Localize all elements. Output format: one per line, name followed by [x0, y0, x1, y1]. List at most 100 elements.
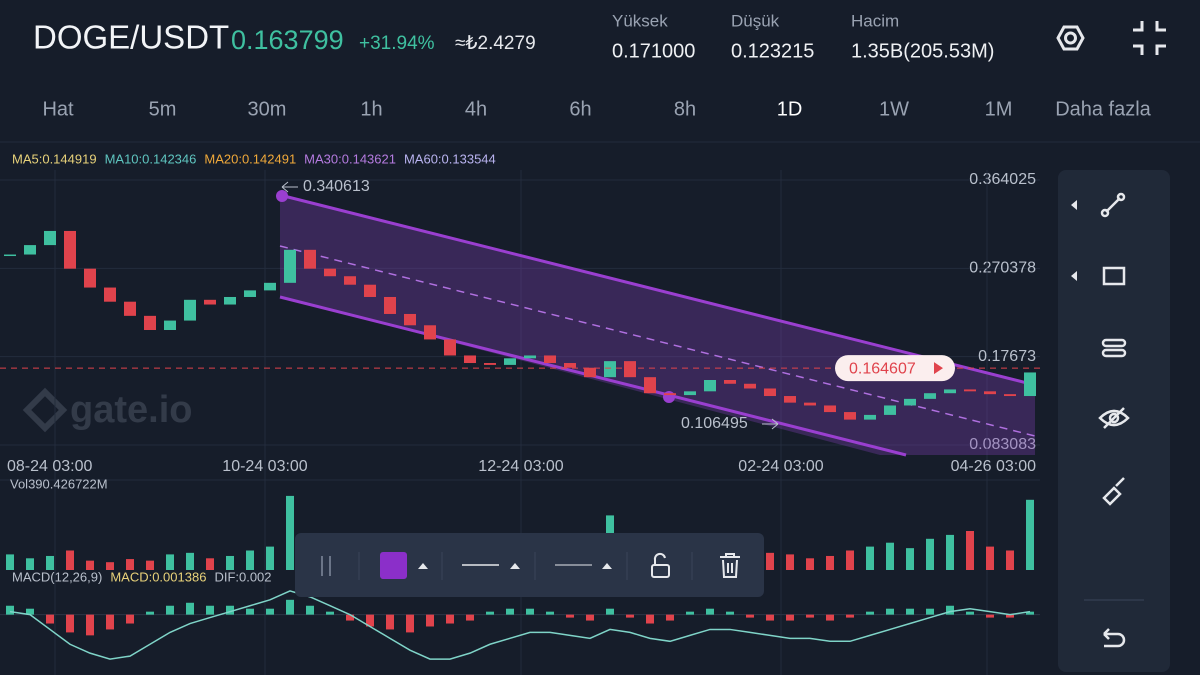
price-pill [835, 355, 955, 382]
tab[interactable]: 6h [569, 98, 591, 120]
clear-tool[interactable] [1102, 477, 1125, 506]
candle [184, 299, 196, 321]
volume-bar [1006, 550, 1014, 570]
macd-bar [246, 608, 254, 615]
candle [904, 398, 916, 406]
candle [84, 268, 96, 288]
candle [64, 230, 76, 269]
candle [424, 325, 436, 340]
tab[interactable]: 1D [777, 98, 803, 120]
price-pill-arrow [934, 362, 943, 375]
volume-bar [6, 554, 14, 570]
candle [664, 393, 676, 396]
macd-bar [706, 608, 714, 615]
macd-bar [506, 608, 514, 615]
macd-bar [486, 611, 494, 615]
macd-bar [86, 614, 94, 636]
macd-bar [366, 614, 374, 627]
volume-bar [286, 495, 294, 570]
candle [4, 254, 16, 257]
visibility-tool[interactable] [1098, 407, 1130, 429]
candle [504, 358, 516, 365]
stat-value: 0.123215 [731, 40, 814, 62]
macd-bar [466, 614, 474, 621]
candle [684, 391, 696, 396]
macd-bar [566, 614, 574, 618]
tab[interactable]: 4h [465, 98, 487, 120]
tab[interactable]: 1h [360, 98, 382, 120]
macd-bar [1006, 614, 1014, 618]
macd-bar [926, 608, 934, 615]
settings-icon[interactable] [1056, 25, 1085, 51]
candle [984, 391, 996, 395]
tab[interactable]: 1W [879, 98, 909, 120]
x-tick-label: 08-24 03:00 [7, 458, 93, 475]
candle [884, 405, 896, 415]
volume-bar [906, 548, 914, 570]
undo-tool[interactable] [1103, 628, 1126, 648]
channel-handle[interactable] [276, 190, 288, 202]
channel-handle[interactable] [663, 391, 675, 403]
y-tick-label: 0.270378 [969, 260, 1036, 277]
volume-bar [126, 559, 134, 570]
candle [244, 290, 256, 297]
macd-bar [326, 611, 334, 615]
tab[interactable]: 8h [674, 98, 696, 120]
tab[interactable]: Daha fazla [1055, 98, 1151, 120]
candle [284, 249, 296, 283]
candle [964, 389, 976, 392]
macd-bar [866, 611, 874, 615]
change: +31.94% [359, 33, 435, 54]
candle [564, 363, 576, 368]
x-tick-label: 02-24 03:00 [738, 458, 824, 475]
volume-bar [1026, 499, 1034, 570]
macd-bar [626, 614, 634, 618]
pair: DOGE/USDT [33, 19, 229, 56]
volume-bar [806, 558, 814, 570]
price-pill-label: 0.164607 [849, 360, 916, 377]
channel-tool[interactable] [1101, 338, 1127, 358]
volume-bar [146, 560, 154, 570]
candle [1004, 394, 1016, 397]
ma-legend-item: MA20:0.142491 [204, 151, 296, 166]
candle [324, 268, 336, 277]
y-tick-label: 0.17673 [978, 348, 1036, 365]
tab[interactable]: Hat [42, 98, 74, 120]
macd-label: DIF:0.002 [214, 569, 271, 584]
macd-label: MACD(12,26,9) [12, 569, 102, 584]
lock[interactable] [651, 552, 670, 578]
color-picker[interactable] [380, 552, 407, 579]
tool-panel [1058, 170, 1170, 672]
trend-line-tool[interactable] [1100, 192, 1126, 218]
tab-bar: Hat 5m 30m 1h 4h 6h 8h 1D 1W 1M Daha fazla [42, 98, 1151, 120]
macd-bar [606, 608, 614, 615]
candle [724, 380, 736, 384]
volume-bar [246, 550, 254, 570]
x-tick-label: 12-24 03:00 [478, 458, 564, 475]
macd-bar [446, 614, 454, 624]
candle [524, 355, 536, 359]
macd-bar [6, 605, 14, 615]
macd-bar [206, 605, 214, 615]
macd-bar [766, 614, 774, 621]
candle [544, 355, 556, 364]
tab[interactable]: 1M [985, 98, 1013, 120]
candle [144, 315, 156, 330]
drawing-toolbar [295, 533, 764, 597]
macd-bar [666, 614, 674, 621]
collapse-icon[interactable] [1133, 21, 1166, 55]
macd-bar [646, 614, 654, 624]
low-label: 0.106495 [681, 415, 748, 432]
macd-bar [186, 602, 194, 615]
delete[interactable] [720, 553, 740, 578]
volume-bar [966, 531, 974, 570]
candle [104, 287, 116, 302]
watermark: gate.io [22, 387, 192, 433]
macd-bar [806, 614, 814, 618]
rectangle-tool[interactable] [1102, 266, 1126, 286]
candle [344, 276, 356, 285]
candle [364, 284, 376, 297]
tab[interactable]: 5m [149, 98, 177, 120]
tab[interactable]: 30m [248, 98, 287, 120]
candle [924, 393, 936, 399]
